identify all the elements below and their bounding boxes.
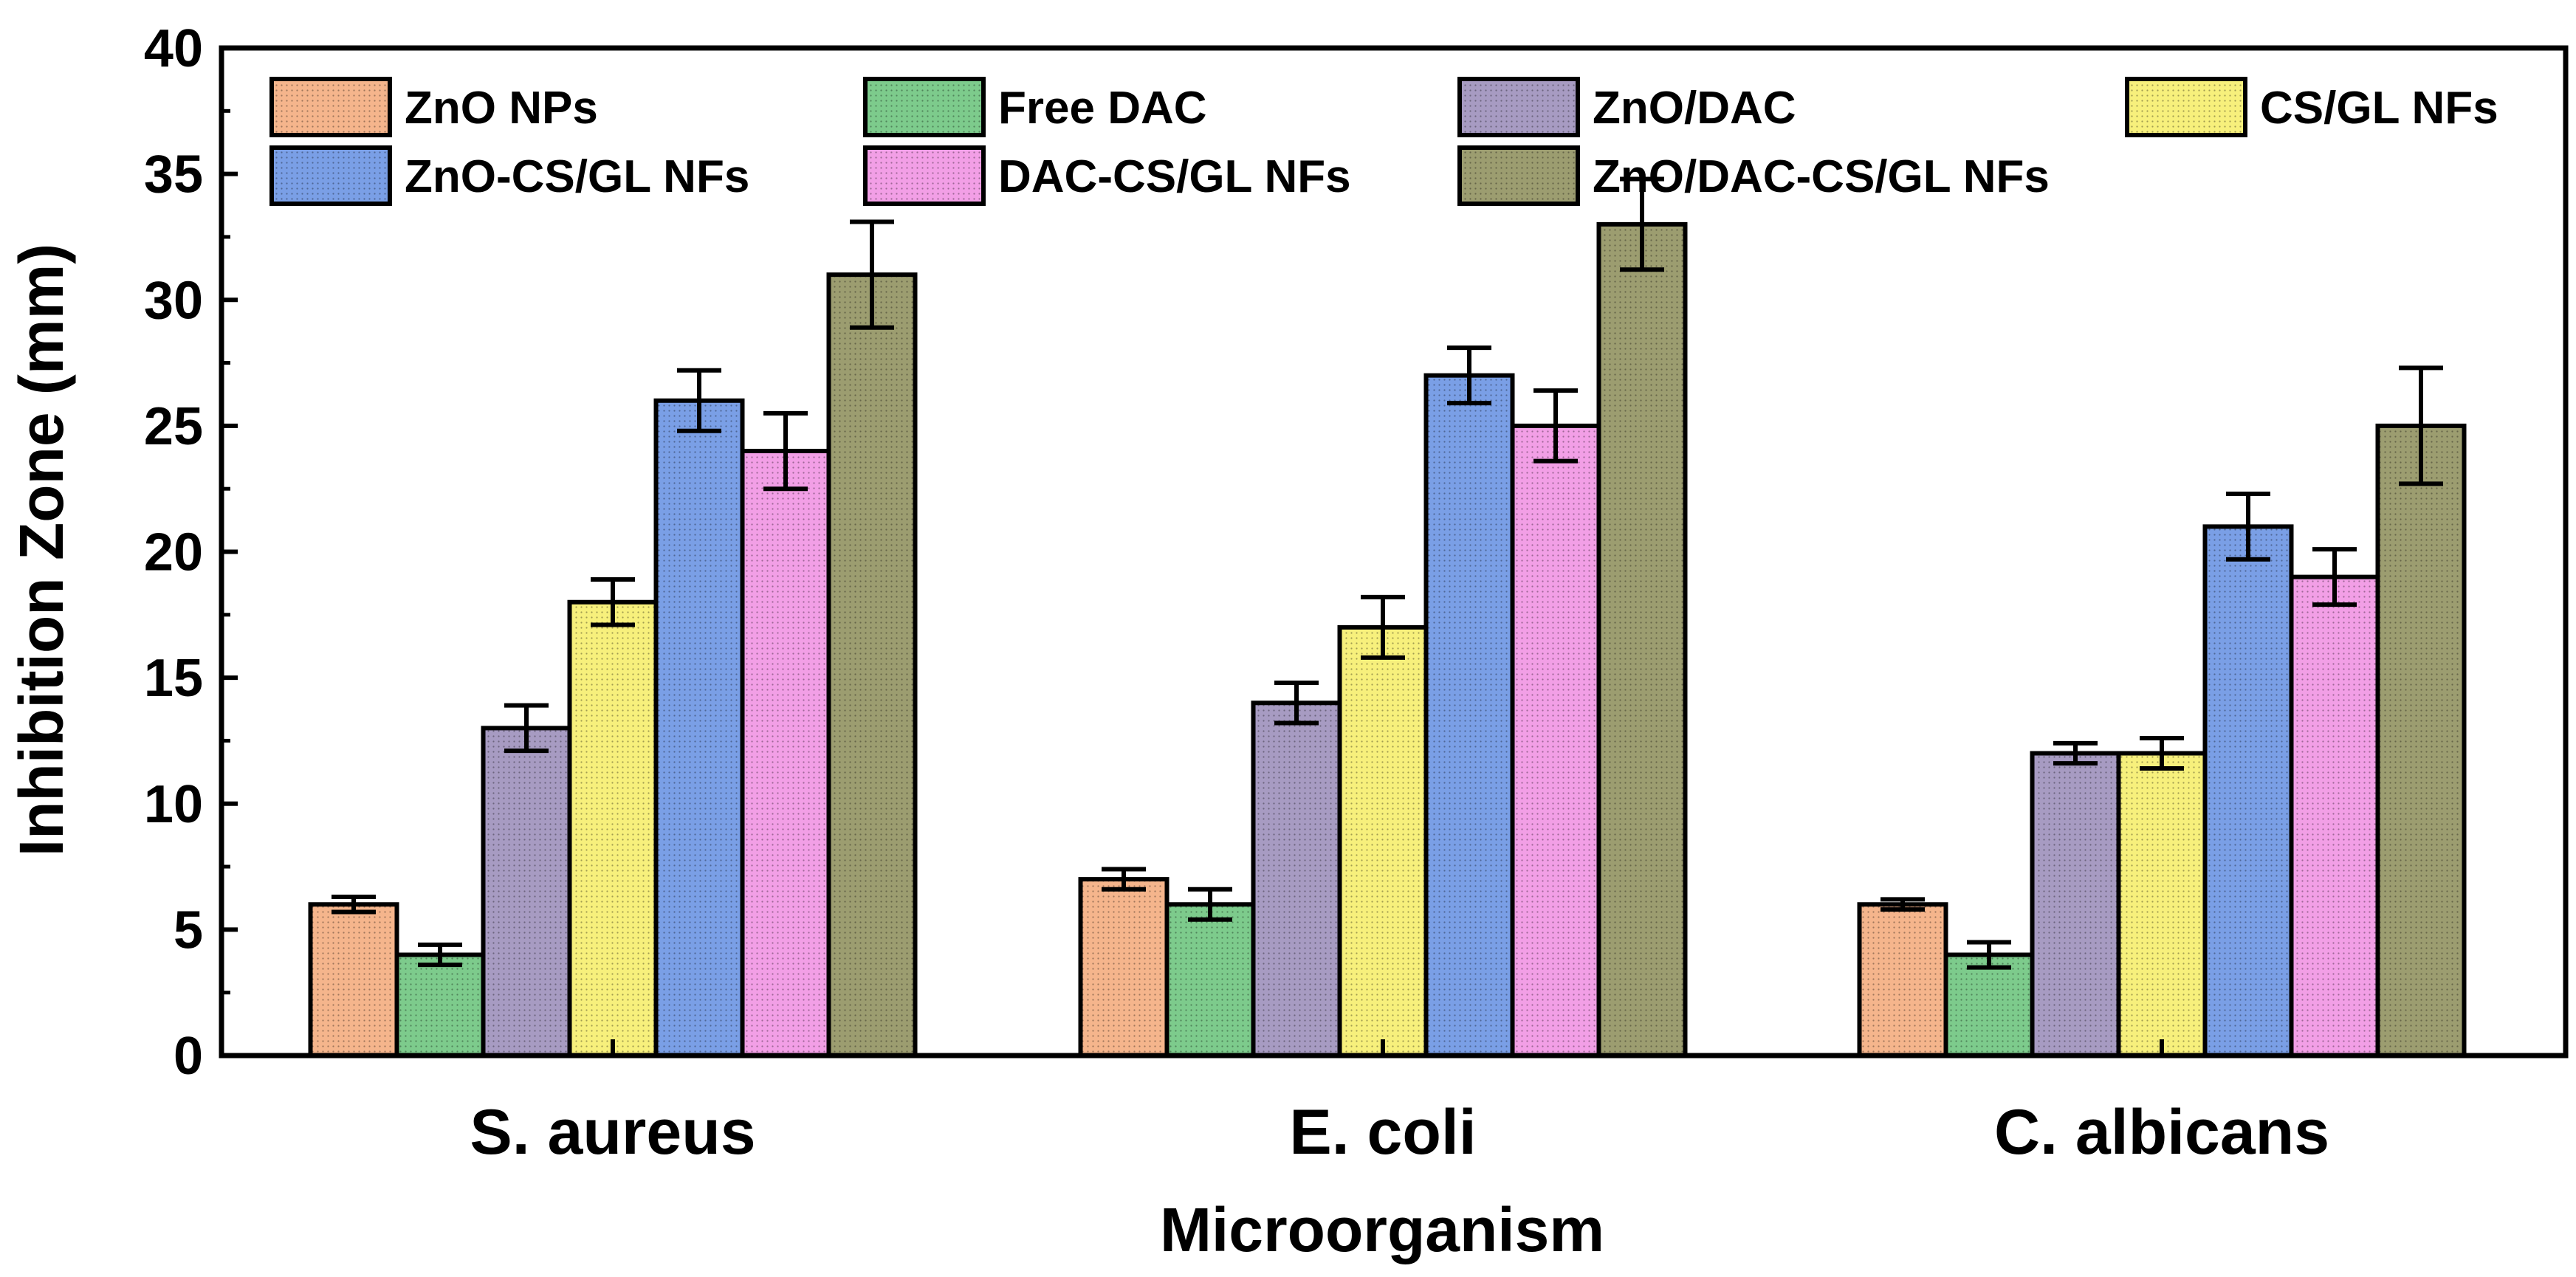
legend-swatch-texture [865,79,983,135]
legend-swatch-texture [2127,79,2245,135]
y-tick-label: 10 [144,775,203,834]
legend-label: ZnO-CS/GL NFs [405,151,749,202]
bar-texture [1859,904,1946,1056]
bar-texture [396,954,484,1056]
bar-texture [569,602,656,1056]
bar-texture [1426,375,1513,1056]
legend-swatch-texture [272,79,390,135]
y-tick-label: 35 [144,145,203,204]
y-tick-label: 25 [144,397,203,456]
legend-label: CS/GL NFs [2260,83,2498,134]
bar-texture [1945,954,2033,1056]
legend-swatch-texture [865,148,983,204]
bar-texture [742,451,829,1056]
y-tick-label: 20 [144,523,203,582]
y-tick-label: 30 [144,271,203,330]
legend: ZnO NPs Free DAC ZnO/DAC CS/GL NFs ZnO-CS/GL… [269,77,2498,206]
bar-texture [483,728,570,1056]
bar-texture [2377,425,2465,1056]
y-tick-label: 5 [174,901,203,960]
x-tick-label: S. aureus [470,1097,755,1168]
bar-texture [1167,904,1254,1056]
y-tick-label: 0 [174,1027,203,1086]
y-axis-title: Inhibition Zone (mm) [7,244,76,857]
y-tick-label: 15 [144,649,203,708]
bars-layer [308,176,2467,1058]
x-axis-title: Microorganism [1160,1195,1604,1264]
legend-label: ZnO NPs [405,83,598,134]
bar-texture [2118,753,2205,1056]
legend-label: ZnO/DAC-CS/GL NFs [1593,151,2050,202]
bar-texture [310,904,397,1056]
bar-texture [656,400,743,1056]
axes-layer: 0 5 10 15 20 25 30 35 40 S. aureus E. coli C. albic… [144,19,2569,1168]
bar-texture [2205,526,2292,1056]
y-tick-label: 40 [144,19,203,78]
bar-texture [1080,879,1167,1056]
bar-texture [1598,224,1686,1056]
bar-texture [2032,753,2119,1056]
legend-label: DAC-CS/GL NFs [998,151,1351,202]
bar-texture [1253,703,1340,1056]
legend-label: ZnO/DAC [1593,83,1796,134]
x-tick-label: C. albicans [1994,1097,2329,1168]
bar-texture [1339,627,1426,1056]
legend-swatch-texture [1460,79,1578,135]
legend-swatch-texture [272,148,390,204]
bar-texture [828,275,916,1056]
x-tick-label: E. coli [1289,1097,1476,1168]
legend-label: Free DAC [998,83,1207,134]
bar-texture [2291,576,2378,1056]
legend-swatch-texture [1460,148,1578,204]
bar-texture [1512,425,1599,1056]
